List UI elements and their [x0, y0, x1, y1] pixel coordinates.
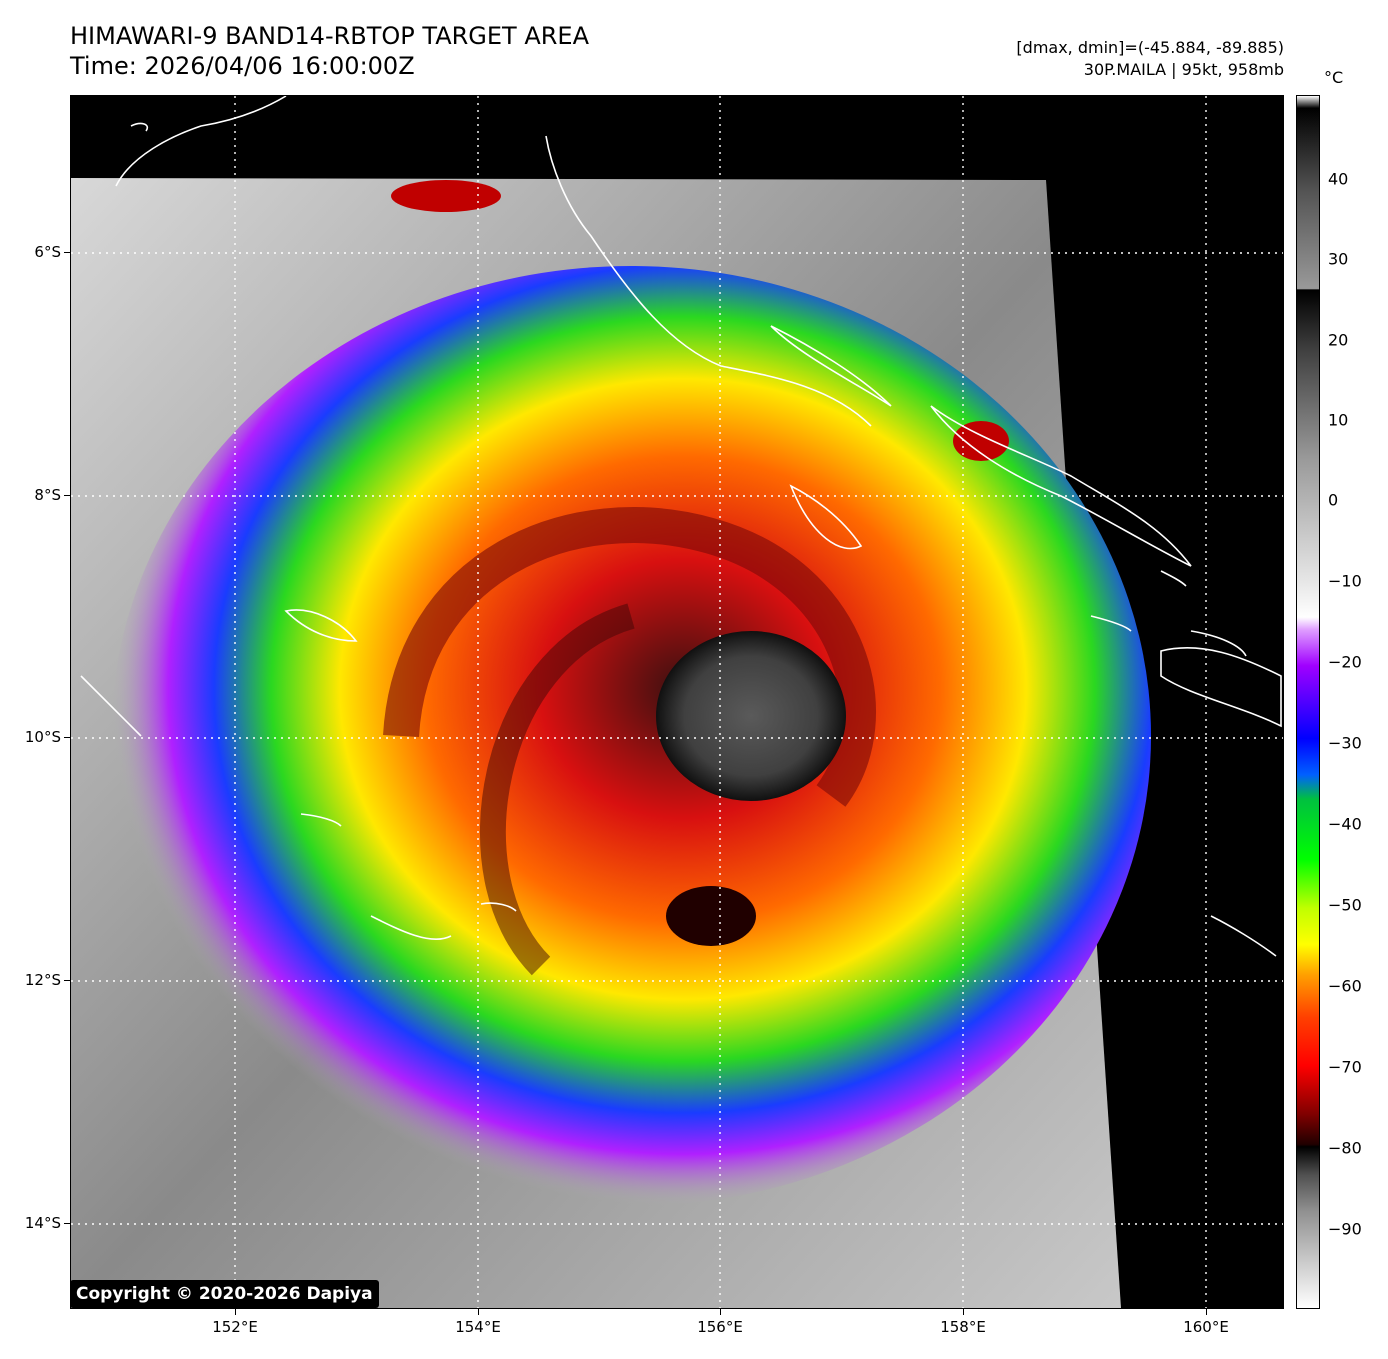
colorbar-label-minus40: −40: [1328, 814, 1362, 834]
colorbar-label-minus50: −50: [1328, 895, 1362, 915]
lon-tick: [1206, 1309, 1207, 1315]
satellite-map[interactable]: [70, 95, 1284, 1309]
colorbar-label-0: 0: [1328, 490, 1339, 510]
colorbar-label-minus80: −80: [1328, 1138, 1362, 1158]
title-line-2: Time: 2026/04/06 16:00:00Z: [70, 52, 415, 80]
colorbar-label-30: 30: [1328, 249, 1349, 269]
colorbar-label-minus30: −30: [1328, 733, 1362, 753]
graticule: [71, 96, 1283, 1308]
storm-eye: [656, 631, 846, 801]
storm-spiral-band-2: [480, 603, 635, 976]
lat-label-6S: 6°S: [34, 243, 61, 261]
colorbar-label-minus20: −20: [1328, 652, 1362, 672]
lon-label-158E: 158°E: [940, 1318, 986, 1336]
storm-spiral-band: [383, 507, 876, 807]
lat-label-14S: 14°S: [24, 1214, 61, 1232]
lat-tick: [64, 495, 70, 496]
title-line-1: HIMAWARI-9 BAND14-RBTOP TARGET AREA: [70, 22, 590, 50]
colorbar-label-40: 40: [1328, 169, 1349, 189]
storm-info: 30P.MAILA | 95kt, 958mb: [1083, 60, 1284, 79]
lon-tick: [235, 1309, 236, 1315]
lon-tick: [720, 1309, 721, 1315]
lon-label-156E: 156°E: [697, 1318, 743, 1336]
lon-label-154E: 154°E: [455, 1318, 501, 1336]
colorbar-label-minus70: −70: [1328, 1057, 1362, 1077]
lat-tick: [64, 737, 70, 738]
storm-cloud-shield: [111, 266, 1151, 1206]
convection-cell-south: [666, 886, 756, 946]
copyright-badge: Copyright © 2020-2026 Dapiya: [70, 1280, 379, 1308]
lon-tick: [478, 1309, 479, 1315]
lat-label-12S: 12°S: [24, 971, 61, 989]
colorbar-label-minus90: −90: [1328, 1219, 1362, 1239]
lat-label-10S: 10°S: [24, 728, 61, 746]
lat-tick: [64, 1223, 70, 1224]
temperature-colorbar: [1296, 95, 1320, 1309]
convection-cell-north: [391, 180, 501, 212]
lat-tick: [64, 252, 70, 253]
colorbar-label-20: 20: [1328, 330, 1349, 350]
coastlines: [80, 96, 1282, 957]
lat-tick: [64, 980, 70, 981]
lon-label-152E: 152°E: [212, 1318, 258, 1336]
lon-label-160E: 160°E: [1183, 1318, 1229, 1336]
lon-tick: [963, 1309, 964, 1315]
colorbar-label-10: 10: [1328, 410, 1349, 430]
lat-label-8S: 8°S: [34, 486, 61, 504]
colorbar-label-minus10: −10: [1328, 571, 1362, 591]
colorbar-unit: °C: [1324, 68, 1344, 87]
convection-cell-east: [953, 421, 1009, 461]
data-range-info: [dmax, dmin]=(-45.884, -89.885): [1016, 38, 1284, 57]
colorbar-label-minus60: −60: [1328, 976, 1362, 996]
